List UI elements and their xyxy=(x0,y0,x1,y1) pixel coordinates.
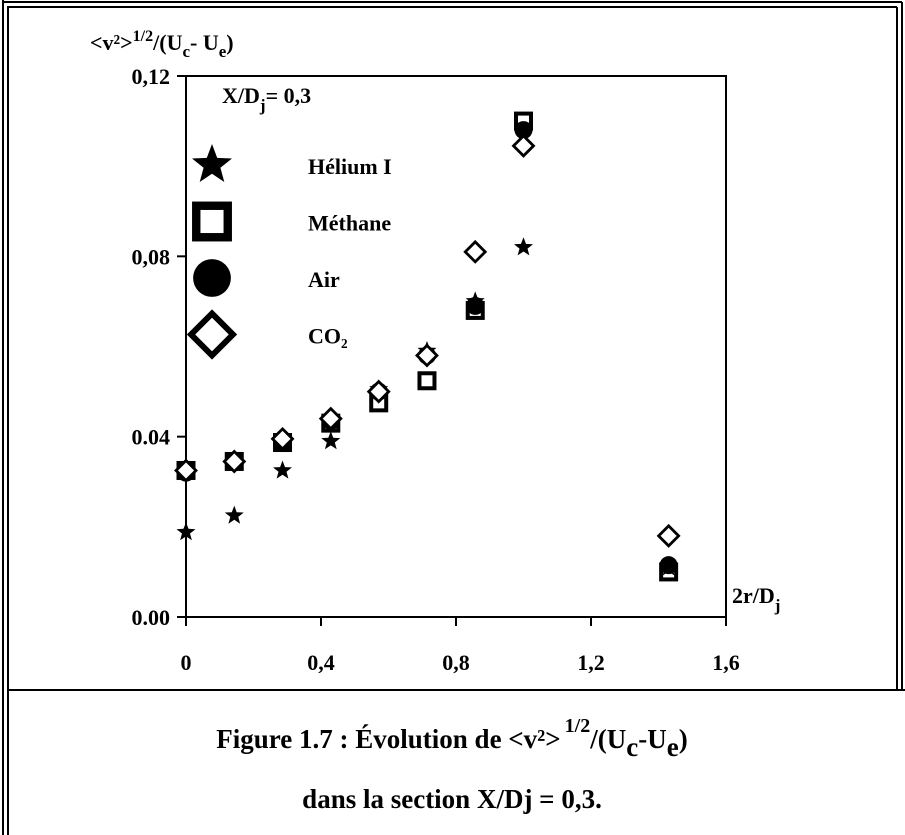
marker-square xyxy=(417,371,437,391)
caption-line: Figure 1.7 : Évolution de <v²> 1/2/(Uc-Ue… xyxy=(216,715,687,762)
x-tick-label: 0 xyxy=(181,650,192,675)
marker-diamond xyxy=(511,133,536,158)
y-label-part: c xyxy=(182,42,190,61)
annotation: X/Dj= 0,3 xyxy=(222,83,311,115)
x-tick-label: 1,2 xyxy=(577,650,605,675)
marker-diamond xyxy=(463,239,488,264)
marker-star xyxy=(273,460,292,479)
marker-square xyxy=(192,201,232,242)
marker-circle xyxy=(193,259,231,297)
caption-part: /(U xyxy=(589,724,626,754)
y-tick-label: 0.00 xyxy=(132,605,171,630)
marker-diamond xyxy=(366,379,391,404)
marker-diamond xyxy=(656,523,681,548)
y-axis-label: <v²>1/2/(Uc- Ue) xyxy=(90,28,234,61)
marker-diamond xyxy=(318,406,343,431)
annotation-part: j xyxy=(259,96,266,115)
marker-diamond xyxy=(270,426,295,451)
x-label-part: j xyxy=(774,596,781,615)
marker-diamond xyxy=(174,458,198,483)
caption-line: dans la section X/Dj = 0,3. xyxy=(302,784,602,814)
marker-star xyxy=(321,431,341,450)
marker-circle xyxy=(514,121,533,140)
legend-label: Méthane xyxy=(308,211,391,236)
legend-label: Air xyxy=(308,267,340,292)
caption-part: Figure 1.7 : Évolution de <v²> xyxy=(216,724,560,754)
marker-diamond xyxy=(222,449,247,474)
y-label-part: /(U xyxy=(152,30,182,55)
marker-star xyxy=(224,505,244,524)
y-label-part: e xyxy=(219,42,227,61)
caption-part: c xyxy=(626,732,638,762)
marker-circle xyxy=(659,556,678,575)
marker-circle xyxy=(466,296,485,315)
caption-part: -U xyxy=(638,724,667,754)
y-label-part: - U xyxy=(190,30,219,55)
marker-star xyxy=(192,144,232,182)
x-tick-label: 0,8 xyxy=(442,650,470,675)
y-tick-label: 0,12 xyxy=(132,64,171,89)
x-label-part: 2r/D xyxy=(732,583,775,608)
annotation-part: X/D xyxy=(222,83,260,108)
legend-label: CO₂ xyxy=(308,324,348,349)
x-axis-label: 2r/Dj xyxy=(732,583,780,615)
legend-label: Hélium I xyxy=(308,154,392,179)
caption-part: 1/2 xyxy=(565,715,591,737)
y-label-part: ) xyxy=(226,30,233,55)
x-tick-label: 1,6 xyxy=(712,650,740,675)
x-tick-label: 0,4 xyxy=(307,650,335,675)
y-label-part: <v²> xyxy=(90,30,133,55)
plot-frame xyxy=(185,75,727,618)
y-tick-label: 0,08 xyxy=(132,244,171,269)
marker-diamond xyxy=(414,343,439,368)
caption-part: ) xyxy=(679,724,688,754)
caption-part: e xyxy=(667,732,679,762)
marker-star xyxy=(514,237,533,256)
marker-star xyxy=(176,522,196,541)
y-label-part: 1/2 xyxy=(133,28,153,45)
y-tick-label: 0.04 xyxy=(132,425,171,450)
marker-diamond xyxy=(186,309,238,360)
annotation-part: = 0,3 xyxy=(266,83,312,108)
